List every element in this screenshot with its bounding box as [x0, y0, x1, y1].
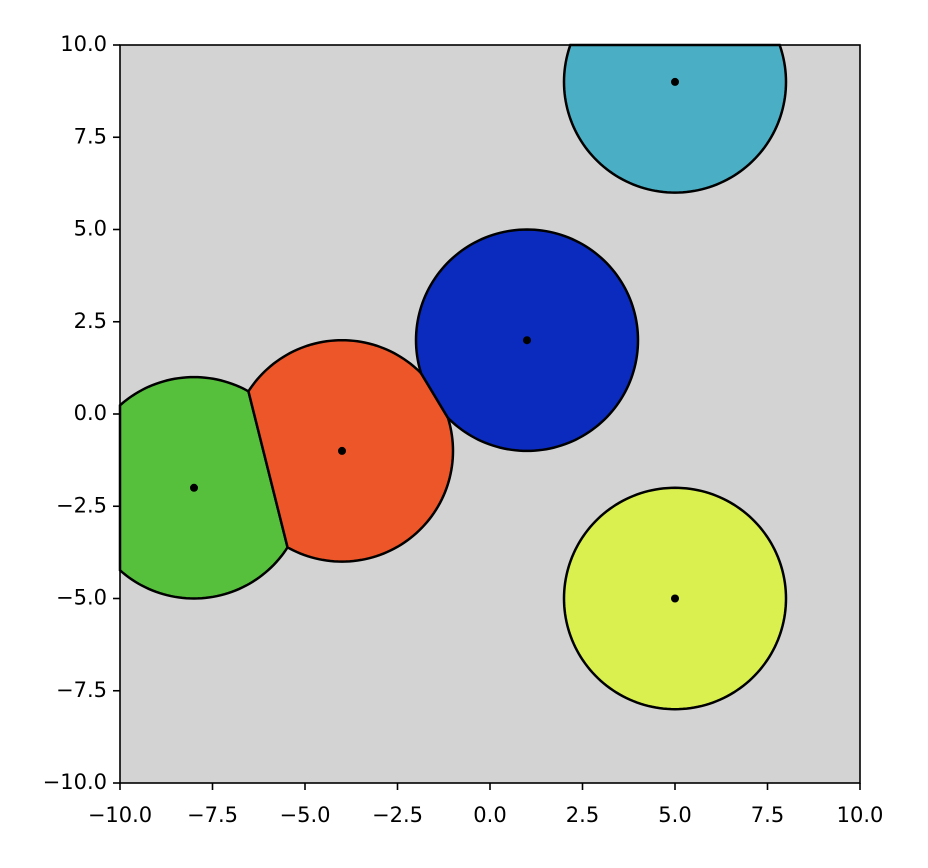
y-tick-label: 5.0: [74, 217, 107, 241]
y-tick-label: −5.0: [56, 586, 107, 610]
x-tick-label: 5.0: [658, 803, 691, 827]
x-tick-label: −7.5: [187, 803, 238, 827]
y-tick-label: 2.5: [74, 309, 107, 333]
x-tick-label: 0.0: [473, 803, 506, 827]
cell: [247, 338, 455, 563]
x-tick-label: 7.5: [751, 803, 784, 827]
y-tick-label: −10.0: [43, 770, 107, 794]
x-tick-label: 10.0: [837, 803, 884, 827]
cell: [118, 375, 289, 600]
y-tick-label: 7.5: [74, 124, 107, 148]
y-tick-label: 0.0: [74, 401, 107, 425]
x-tick-label: −5.0: [280, 803, 331, 827]
y-tick-label: 10.0: [60, 32, 107, 56]
point: [523, 336, 531, 345]
x-tick-label: 2.5: [566, 803, 599, 827]
cell: [562, 43, 788, 194]
point: [671, 594, 679, 603]
y-tick-label: −7.5: [56, 678, 107, 702]
x-tick-label: −2.5: [372, 803, 423, 827]
point: [671, 77, 679, 86]
y-tick-label: −2.5: [56, 493, 107, 517]
point: [338, 446, 346, 455]
x-tick-label: −10.0: [88, 803, 152, 827]
point: [190, 483, 198, 492]
